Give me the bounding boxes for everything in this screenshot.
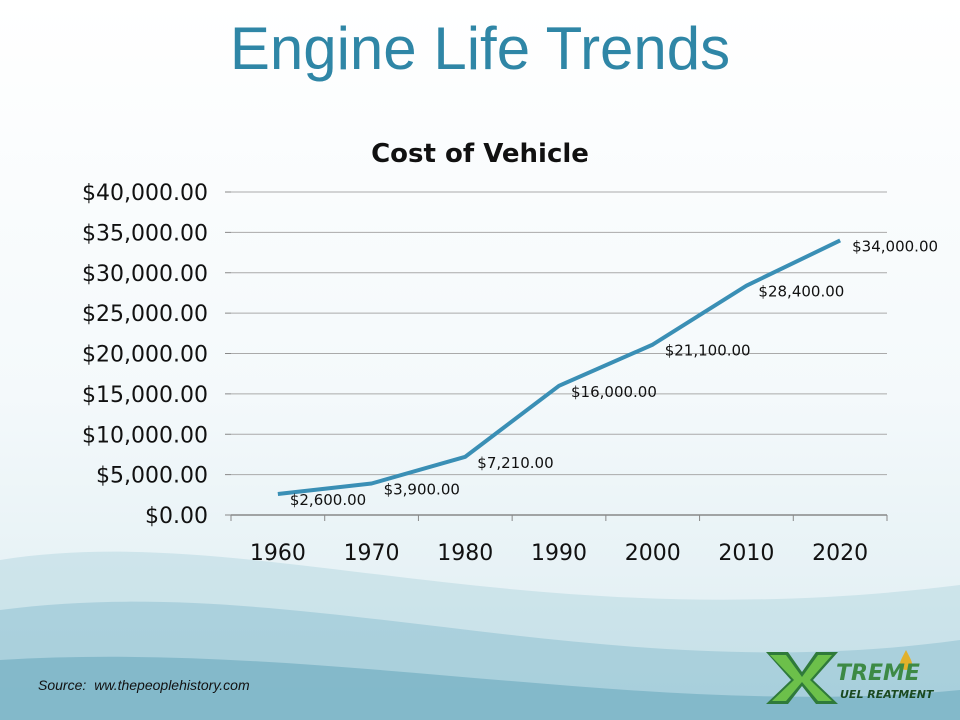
data-label: $2,600.00	[290, 491, 366, 509]
y-axis-ticks: $0.00 $5,000.00 $10,000.00 $15,000.00 $20,00…	[82, 181, 208, 529]
x-tick-label: 1960	[250, 541, 306, 566]
x-tick-label: 2010	[718, 541, 774, 566]
data-labels: $2,600.00 $3,900.00 $7,210.00 $16,000.00 $21…	[290, 237, 938, 509]
y-tick-label: $25,000.00	[82, 302, 208, 327]
source-text: ww.thepeoplehistory.com	[94, 677, 250, 693]
y-tick-label: $20,000.00	[82, 343, 208, 368]
data-label: $7,210.00	[477, 454, 553, 472]
data-label: $16,000.00	[571, 383, 657, 401]
chart-title: Cost of Vehicle	[371, 139, 589, 169]
data-label: $34,000.00	[852, 237, 938, 255]
data-label: $3,900.00	[384, 481, 460, 499]
x-tick-label: 2000	[625, 541, 681, 566]
y-tick-label: $40,000.00	[82, 181, 208, 206]
slide-title: Engine Life Trends	[229, 15, 731, 82]
y-tick-label: $35,000.00	[82, 221, 208, 246]
x-tick-label: 1980	[437, 541, 493, 566]
y-tick-label: $0.00	[145, 504, 208, 529]
xtreme-fuel-treatment-logo: TREME UEL REATMENT	[766, 650, 935, 704]
data-label: $28,400.00	[758, 283, 844, 301]
svg-text:TREME: TREME	[836, 661, 920, 686]
source-label: Source:	[38, 677, 87, 693]
x-axis-ticks: 1960 1970 1980 1990 2000 2010 2020	[230, 515, 888, 566]
source-citation: Source: ww.thepeoplehistory.com	[38, 677, 258, 693]
x-tick-label: 1970	[344, 541, 400, 566]
svg-text:UEL REATMENT: UEL REATMENT	[840, 688, 935, 701]
y-tick-label: $10,000.00	[82, 423, 208, 448]
grid-lines	[225, 191, 887, 516]
y-tick-label: $30,000.00	[82, 262, 208, 287]
data-label: $21,100.00	[665, 342, 751, 360]
y-tick-label: $5,000.00	[96, 464, 208, 489]
y-tick-label: $15,000.00	[82, 383, 208, 408]
x-tick-label: 2020	[812, 541, 868, 566]
series-line-cost	[277, 238, 842, 496]
x-tick-label: 1990	[531, 541, 587, 566]
